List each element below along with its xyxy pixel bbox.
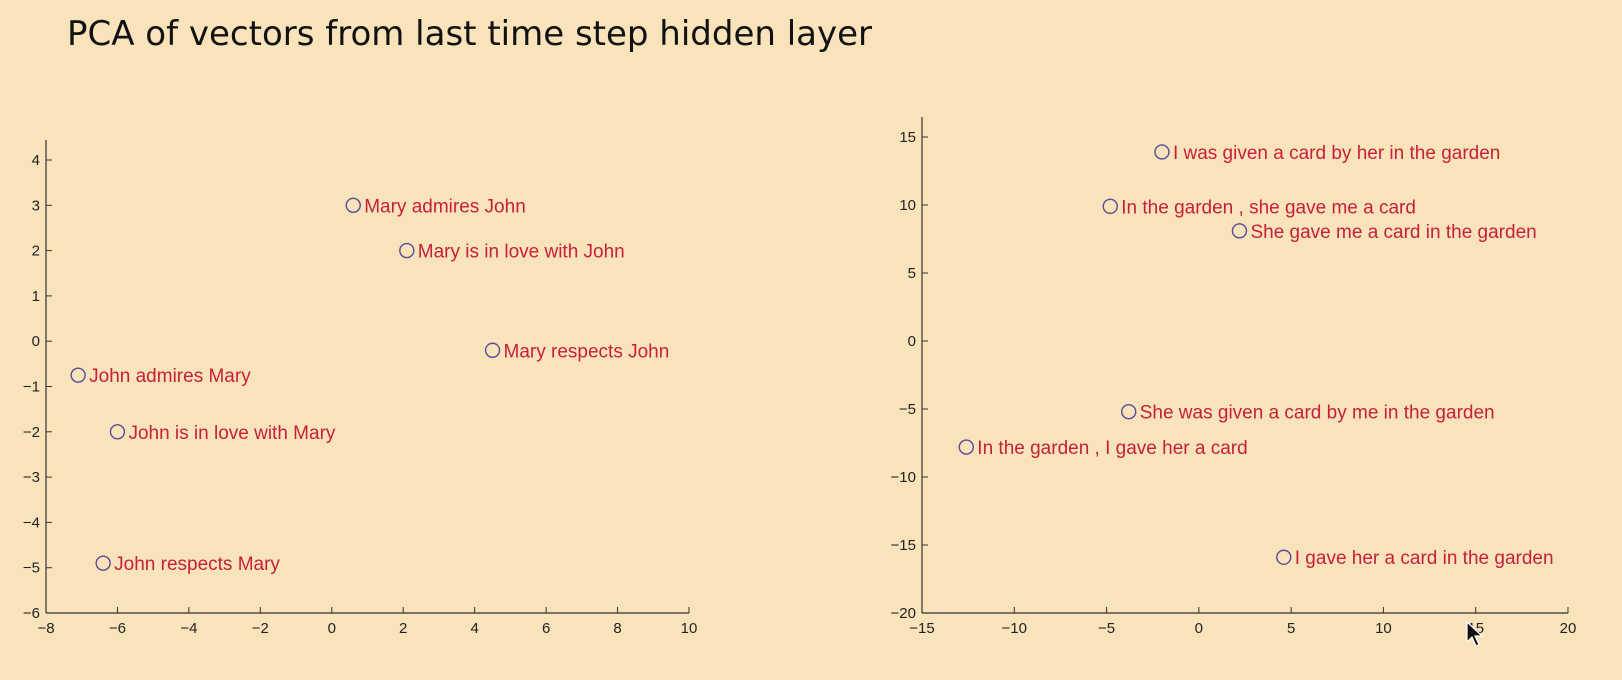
x-tick-label: 5: [1287, 620, 1295, 637]
data-point-label: Mary respects John: [504, 341, 670, 362]
y-tick-label: 10: [899, 197, 916, 214]
data-point-label: John respects Mary: [114, 554, 280, 575]
y-tick-label: 4: [32, 152, 40, 169]
data-point-label: I was given a card by her in the garden: [1173, 143, 1500, 164]
y-tick-label: 1: [32, 288, 40, 305]
y-tick-label: −5: [899, 401, 916, 418]
data-point-marker: [1154, 144, 1170, 160]
data-point-marker: [958, 439, 974, 455]
y-tick-label: −2: [23, 424, 40, 441]
x-tick-label: 10: [1375, 620, 1392, 637]
data-point-marker: [1276, 549, 1292, 565]
data-point-marker: [70, 367, 86, 383]
x-tick-label: −15: [909, 620, 934, 637]
data-point-marker: [484, 342, 501, 358]
x-tick-label: −8: [37, 620, 54, 637]
y-tick-label: −20: [891, 605, 916, 622]
y-tick-label: −6: [23, 605, 40, 622]
data-point-marker: [109, 424, 126, 440]
data-point-marker: [1231, 223, 1248, 239]
y-tick-label: −5: [23, 560, 40, 577]
y-tick-label: −10: [891, 469, 916, 486]
slide-title: PCA of vectors from last time step hidde…: [67, 14, 873, 54]
data-point-label: Mary is in love with John: [418, 242, 625, 263]
x-tick-label: 2: [399, 620, 407, 637]
data-point-label: In the garden , I gave her a card: [977, 438, 1247, 459]
x-tick-label: 6: [542, 620, 550, 637]
x-tick-label: 0: [328, 620, 336, 637]
data-point-label: John is in love with Mary: [128, 423, 335, 444]
y-tick-label: −1: [23, 379, 40, 396]
y-tick-label: 5: [908, 265, 916, 282]
data-point-marker: [1102, 198, 1118, 215]
data-point-marker: [1121, 404, 1137, 420]
x-tick-label: −5: [1098, 620, 1115, 637]
x-tick-label: 0: [1195, 620, 1203, 637]
y-tick-label: 0: [32, 333, 40, 350]
x-tick-label: −4: [180, 620, 197, 637]
data-point-label: In the garden , she gave me a card: [1121, 197, 1416, 218]
x-tick-label: −10: [1002, 620, 1027, 637]
data-point-label: John admires Mary: [89, 366, 251, 387]
data-point-label: She gave me a card in the garden: [1250, 222, 1536, 243]
data-point-label: Mary admires John: [364, 196, 526, 217]
y-tick-label: −4: [23, 514, 40, 531]
y-tick-label: 2: [32, 243, 40, 260]
x-tick-label: −2: [252, 620, 269, 637]
x-tick-label: 8: [613, 620, 621, 637]
x-tick-label: 4: [470, 620, 478, 637]
x-tick-label: −6: [109, 620, 126, 637]
y-tick-label: −3: [23, 469, 40, 486]
data-point-label: She was given a card by me in the garden: [1140, 403, 1495, 424]
data-point-label: I gave her a card in the garden: [1295, 548, 1554, 569]
mouse-cursor-icon: [1466, 620, 1484, 647]
x-tick-label: 10: [681, 620, 698, 637]
y-tick-label: 15: [899, 129, 916, 146]
data-point-marker: [399, 242, 415, 259]
data-point-marker: [95, 555, 111, 571]
x-tick-label: 20: [1560, 620, 1577, 637]
y-tick-label: −15: [891, 537, 916, 554]
y-tick-label: 0: [908, 333, 916, 350]
y-tick-label: 3: [32, 197, 40, 214]
data-point-marker: [345, 197, 361, 214]
